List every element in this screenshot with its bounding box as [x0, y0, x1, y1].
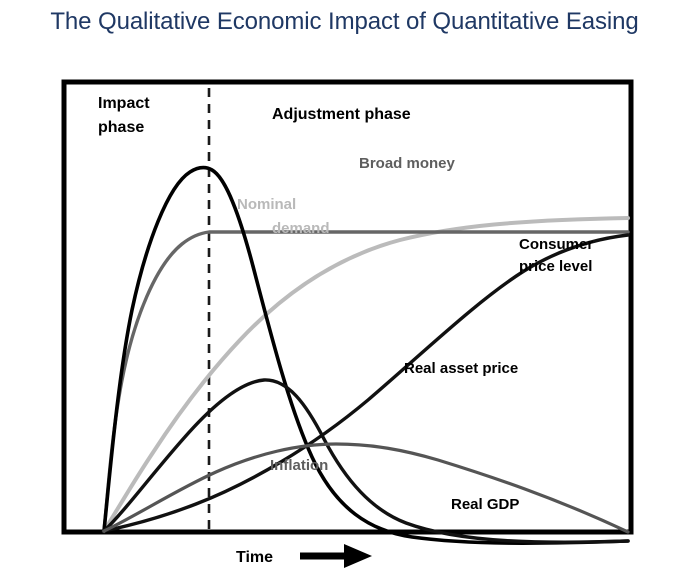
curve-real-gdp — [102, 378, 630, 544]
curve-real-asset-price — [102, 165, 630, 545]
curve-consumer-price-level — [102, 233, 630, 533]
label-real-asset-price: Real asset price — [404, 360, 518, 377]
label-consumer-price-line2: price level — [519, 258, 592, 275]
chart-figure: Impact phase Adjustment phase Broad mone… — [0, 60, 689, 572]
label-adjustment-phase: Adjustment phase — [272, 106, 411, 123]
right-arrow-icon — [300, 544, 372, 568]
label-impact-phase-line2: phase — [98, 119, 144, 136]
time-axis-label: Time — [236, 549, 273, 566]
chart-svg: Impact phase Adjustment phase Broad mone… — [61, 79, 634, 568]
label-real-gdp: Real GDP — [451, 496, 519, 513]
page-title: The Qualitative Economic Impact of Quant… — [50, 8, 639, 35]
label-broad-money: Broad money — [359, 155, 456, 172]
label-impact-phase-line1: Impact — [98, 95, 150, 112]
curve-inflation — [102, 442, 630, 534]
label-nominal-demand-line1: Nominal — [237, 196, 296, 213]
label-nominal-demand-line2: demand — [272, 220, 330, 237]
label-inflation: Inflation — [270, 457, 328, 474]
label-consumer-price-line1: Consumer — [519, 236, 593, 253]
chart-frame — [61, 79, 634, 535]
